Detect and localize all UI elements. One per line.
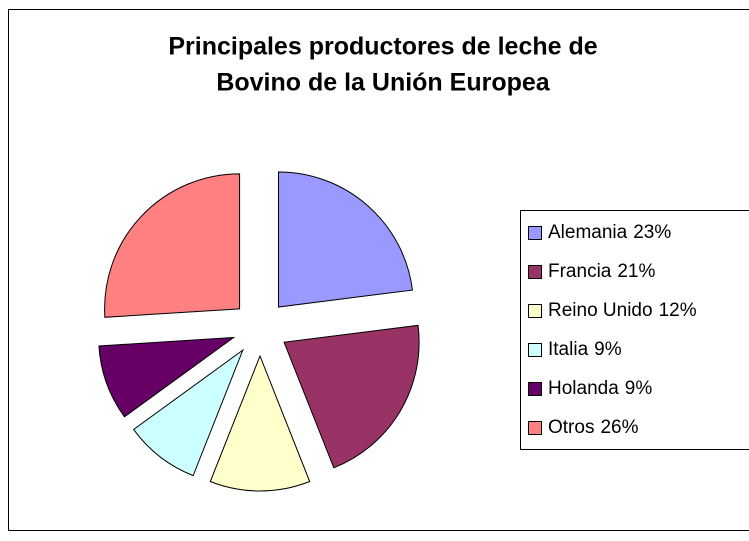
legend-label: Holanda 9% [548,378,652,399]
legend-name: Francia [548,261,612,282]
legend-box [520,210,749,450]
legend-name: Otros [548,417,594,438]
legend-value: 26% [600,417,638,438]
legend-label: Italia 9% [548,339,622,360]
legend-label: Alemania 23% [548,222,671,243]
legend-name: Holanda [548,378,619,399]
legend-value: 9% [625,378,653,399]
legend-label: Otros 26% [548,417,639,438]
legend-swatch [528,421,542,435]
chart-title: Principales productores de leche de [168,33,597,61]
chart-title: Bovino de la Unión Europea [216,69,550,97]
legend-swatch [528,304,542,318]
legend-value: 21% [617,261,655,282]
legend-swatch [528,382,542,396]
legend-label: Reino Unido 12% [548,300,697,321]
legend-swatch [528,226,542,240]
pie-slice [132,348,244,477]
legend-name: Reino Unido [548,300,653,321]
legend-value: 23% [633,222,671,243]
legend-swatch [528,343,542,357]
pie-slice [278,171,414,308]
legend-swatch [528,265,542,279]
pie-slice [283,324,420,469]
legend-value: 9% [594,339,622,360]
pie-slice [104,173,241,318]
legend-name: Italia [548,339,589,360]
legend-value: 12% [659,300,697,321]
pie-slice [209,354,311,492]
legend-label: Francia 21% [548,261,655,282]
legend-name: Alemania [548,222,628,243]
pie-slice [98,336,236,418]
